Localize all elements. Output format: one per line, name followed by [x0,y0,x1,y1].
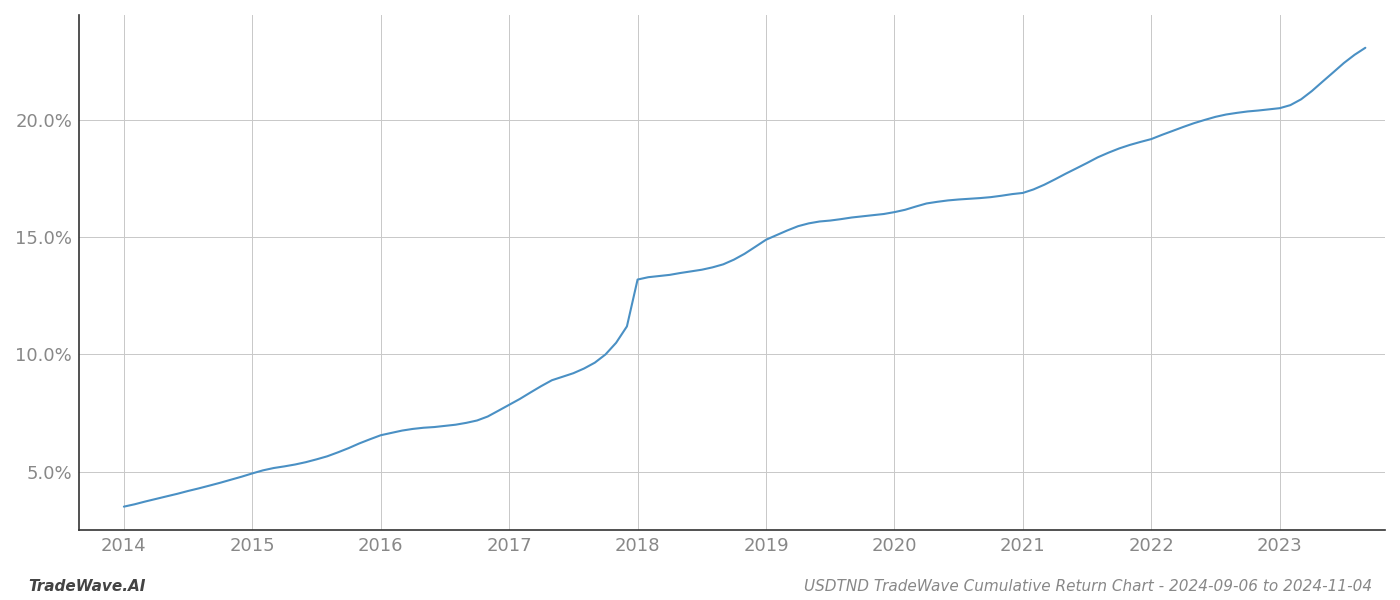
Text: USDTND TradeWave Cumulative Return Chart - 2024-09-06 to 2024-11-04: USDTND TradeWave Cumulative Return Chart… [804,579,1372,594]
Text: TradeWave.AI: TradeWave.AI [28,579,146,594]
